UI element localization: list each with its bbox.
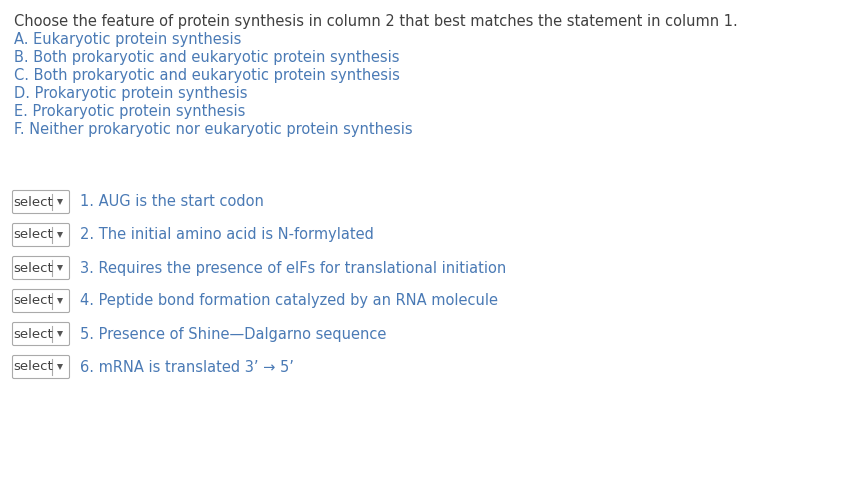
Text: D. Prokaryotic protein synthesis: D. Prokaryotic protein synthesis — [14, 86, 247, 101]
Text: 1. AUG is the start codon: 1. AUG is the start codon — [80, 195, 264, 209]
Text: 3. Requires the presence of eIFs for translational initiation: 3. Requires the presence of eIFs for tra… — [80, 260, 506, 276]
Text: 5. Presence of Shine—Dalgarno sequence: 5. Presence of Shine—Dalgarno sequence — [80, 327, 387, 342]
Text: select: select — [13, 261, 53, 275]
FancyBboxPatch shape — [12, 290, 69, 312]
Text: A. Eukaryotic protein synthesis: A. Eukaryotic protein synthesis — [14, 32, 241, 47]
Text: F. Neither prokaryotic nor eukaryotic protein synthesis: F. Neither prokaryotic nor eukaryotic pr… — [14, 122, 413, 137]
Text: select: select — [13, 196, 53, 208]
Text: C. Both prokaryotic and eukaryotic protein synthesis: C. Both prokaryotic and eukaryotic prote… — [14, 68, 400, 83]
Text: 4. Peptide bond formation catalyzed by an RNA molecule: 4. Peptide bond formation catalyzed by a… — [80, 294, 498, 308]
Text: select: select — [13, 328, 53, 341]
Text: B. Both prokaryotic and eukaryotic protein synthesis: B. Both prokaryotic and eukaryotic prote… — [14, 50, 400, 65]
FancyBboxPatch shape — [12, 191, 69, 213]
FancyBboxPatch shape — [12, 355, 69, 379]
Text: Choose the feature of protein synthesis in column 2 that best matches the statem: Choose the feature of protein synthesis … — [14, 14, 738, 29]
Text: 6. mRNA is translated 3’ → 5’: 6. mRNA is translated 3’ → 5’ — [80, 359, 294, 375]
Text: select: select — [13, 295, 53, 307]
FancyBboxPatch shape — [12, 224, 69, 247]
FancyBboxPatch shape — [12, 323, 69, 346]
FancyBboxPatch shape — [12, 256, 69, 280]
Text: select: select — [13, 229, 53, 242]
Text: select: select — [13, 360, 53, 374]
Text: 2. The initial amino acid is N-formylated: 2. The initial amino acid is N-formylate… — [80, 228, 374, 243]
Text: E. Prokaryotic protein synthesis: E. Prokaryotic protein synthesis — [14, 104, 246, 119]
